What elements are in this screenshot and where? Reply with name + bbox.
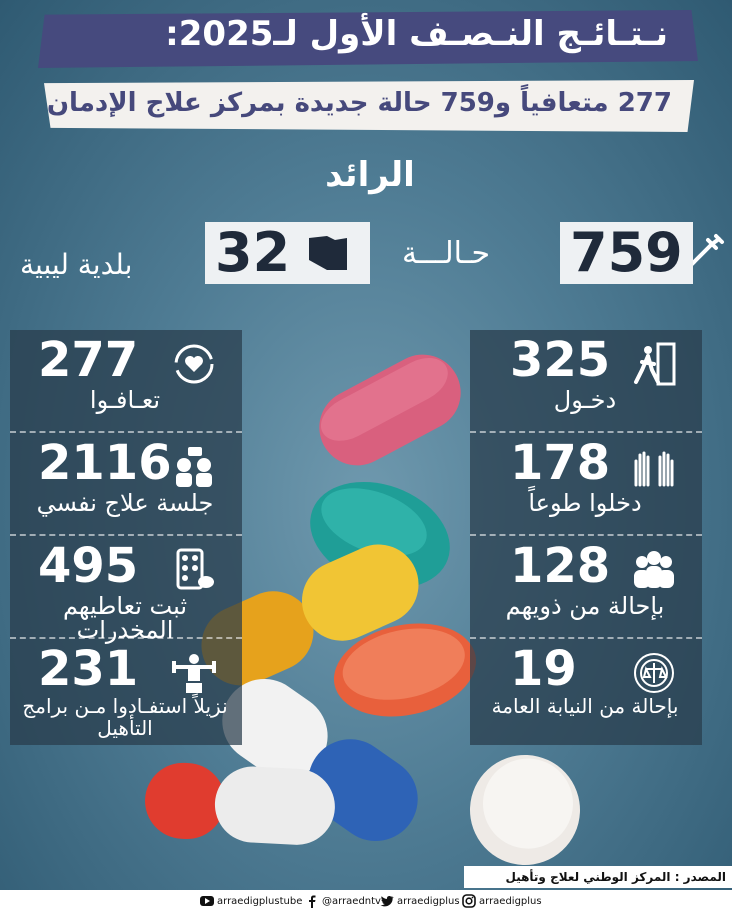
stat-number: 495 (38, 538, 139, 594)
facebook-icon (309, 895, 316, 908)
cases-label: حـالـــة (402, 236, 491, 271)
source-note: المصدر : المركز الوطني لعلاج وتأهيل المد… (464, 866, 732, 906)
left-stats-panel: 277 تعـافـوا 2116 جلسة علاج نفسي 495 ثبت… (10, 330, 242, 745)
stat-label: بإحالة من ذويهم (505, 592, 665, 620)
facebook-link[interactable]: @arraedntv (305, 894, 381, 908)
headline: نـتـائـج النـصـف الأول لـ2025: (165, 14, 668, 54)
brand-logo: الرائد (325, 155, 415, 195)
twitter-link[interactable]: arraedigplus (380, 894, 460, 908)
stat-drug-confirmed: 495 ثبت تعاطيهم المخدرات (10, 536, 242, 644)
heart-cycle-icon (174, 344, 214, 384)
stat-number: 178 (510, 435, 611, 491)
twitter-handle: arraedigplus (397, 895, 460, 907)
stat-admissions: 325 دخـول (470, 330, 702, 433)
headline-banner: نـتـائـج النـصـف الأول لـ2025: (38, 10, 698, 68)
youtube-handle: arraedigplustube (217, 895, 303, 907)
stat-therapy-sessions: 2116 جلسة علاج نفسي (10, 433, 242, 536)
instagram-link[interactable]: arraedigplus (462, 894, 542, 908)
instagram-handle: arraedigplus (479, 895, 542, 907)
instagram-icon (462, 894, 476, 908)
pills-pack-icon (176, 548, 214, 590)
rehab-exercise-icon (172, 654, 216, 693)
footer-social-bar: arraedigplustube @arraedntv arraedigplus… (0, 890, 732, 915)
youtube-link[interactable]: arraedigplustube (200, 894, 302, 908)
cases-number: 759 (560, 222, 693, 284)
stat-number: 277 (38, 332, 139, 388)
subheadline-banner: 277 متعافياً و759 حالة جديدة بمركز علاج … (44, 80, 694, 132)
stat-number: 2116 (38, 435, 172, 491)
stat-number: 325 (510, 332, 611, 388)
stat-label: جلسة علاج نفسي (36, 489, 214, 517)
stat-voluntary: 178 دخلوا طوعاً (470, 433, 702, 536)
subheadline: 277 متعافياً و759 حالة جديدة بمركز علاج … (46, 88, 672, 118)
entering-person-icon (634, 342, 676, 386)
stat-label: تعـافـوا (89, 386, 161, 414)
stat-number: 128 (510, 538, 611, 594)
prosecution-emblem-icon (634, 653, 674, 693)
stat-label: نزيلاً استفـادوا مـن برامج التأهيل (22, 694, 228, 740)
municipalities-label: بلدية ليبية (20, 248, 133, 281)
raised-hands-icon (634, 451, 674, 487)
stat-number: 231 (38, 641, 139, 697)
stat-family-referral: 128 بإحالة من ذويهم (470, 536, 702, 639)
facebook-handle: @arraedntv (322, 895, 381, 907)
twitter-icon (380, 895, 394, 907)
stat-label: ثبت تعاطيهم المخدرات (62, 592, 188, 644)
right-stats-panel: 325 دخـول 178 دخلوا طوعاً 128 بإحالة من … (470, 330, 702, 745)
libya-map-icon (309, 236, 347, 270)
stat-number: 19 (510, 641, 577, 697)
youtube-icon (200, 896, 214, 906)
stat-label: دخـول (553, 386, 617, 414)
pills-illustration (145, 354, 580, 865)
stat-label: دخلوا طوعاً (528, 489, 642, 517)
stat-rehab-programs: 231 نزيلاً استفـادوا مـن برامج التأهيل (10, 639, 242, 742)
stat-prosecution-referral: 19 بإحالة من النيابة العامة (470, 639, 702, 742)
stat-recovered: 277 تعـافـوا (10, 330, 242, 433)
therapy-session-icon (176, 447, 212, 487)
family-icon (634, 551, 674, 588)
stat-label: بإحالة من النيابة العامة (491, 694, 679, 718)
